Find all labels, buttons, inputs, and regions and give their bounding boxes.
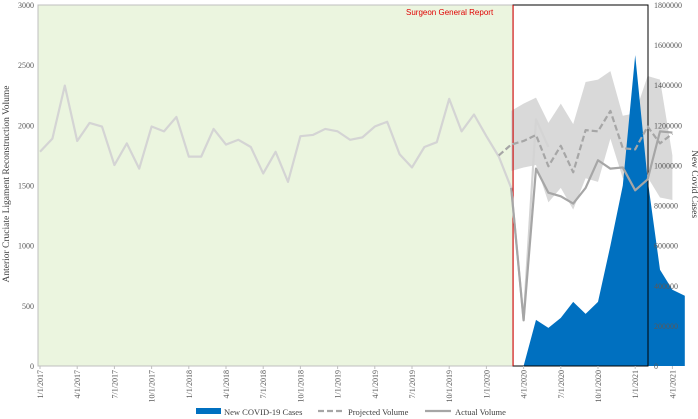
left-tick-label: 0	[30, 362, 34, 371]
left-axis-title: Anterior Cruciate Ligament Reconstructio…	[2, 86, 12, 283]
legend-label-covid-cases: New COVID-19 Cases	[224, 407, 302, 417]
left-tick-label: 1000	[18, 242, 34, 251]
plot-frame	[37, 4, 649, 367]
left-axis-ticks: 0 500 1000 1500 2000 2500 3000	[18, 1, 34, 371]
x-axis-ticks: 1/1/2017 4/1/2017 7/1/2017 10/1/2017 1/1/201…	[36, 366, 677, 402]
surgeon-general-report-annotation: Surgeon General Report	[406, 8, 494, 17]
x-tick-label: 10/1/2017	[148, 370, 157, 402]
x-tick-label: 4/1/2017	[73, 370, 82, 398]
x-tick-label: 4/1/2021	[668, 370, 677, 398]
x-tick-label: 7/1/2018	[259, 370, 268, 398]
left-tick-label: 1500	[18, 182, 34, 191]
legend-label-projected-volume: Projected Volume	[348, 407, 409, 417]
actual-volume-line-0	[39, 84, 550, 322]
pre-report-shading	[38, 5, 514, 366]
right-tick-label: 600000	[654, 242, 678, 251]
x-tick-label: 4/1/2020	[520, 370, 529, 398]
pre-report-period-shading	[38, 5, 514, 366]
x-tick-label: 4/1/2018	[222, 370, 231, 398]
x-tick-label: 7/1/2019	[408, 370, 417, 398]
x-tick-label: 1/1/2018	[185, 370, 194, 398]
legend-swatch-covid-cases	[196, 408, 221, 414]
x-tick-label: 10/1/2020	[594, 370, 603, 402]
x-tick-label: 10/1/2018	[296, 370, 305, 402]
right-axis-ticks: 0 200000 400000 600000 800000 1000000 1200000 1…	[654, 1, 682, 371]
legend-label-actual-volume: Actual Volume	[455, 407, 506, 417]
covid-cases-area	[511, 55, 685, 367]
legend: New COVID-19 Cases Projected Volume Actu…	[196, 407, 506, 417]
right-tick-label: 200000	[654, 322, 678, 331]
x-tick-label: 1/1/2021	[631, 370, 640, 398]
volume-lines-layer	[39, 84, 674, 322]
left-tick-label: 500	[22, 302, 34, 311]
x-tick-label: 10/1/2019	[445, 370, 454, 402]
right-tick-label: 1000000	[654, 161, 682, 170]
right-tick-label: 1800000	[654, 1, 682, 10]
covid-cases-area-layer	[511, 55, 685, 367]
x-tick-label: 4/1/2019	[371, 370, 380, 398]
right-tick-label: 1200000	[654, 121, 682, 130]
x-tick-label: 7/1/2017	[110, 370, 119, 398]
right-tick-label: 0	[654, 362, 658, 371]
left-tick-label: 2000	[18, 121, 34, 130]
projected-volume-line-2	[498, 109, 674, 174]
left-tick-label: 2500	[18, 61, 34, 70]
x-tick-label: 1/1/2020	[482, 370, 491, 398]
left-tick-label: 3000	[18, 1, 34, 10]
x-tick-label: 1/1/2017	[36, 370, 45, 398]
right-tick-label: 400000	[654, 282, 678, 291]
right-tick-label: 800000	[654, 202, 678, 211]
right-tick-label: 1400000	[654, 81, 682, 90]
actual-volume-line-1	[510, 130, 673, 322]
x-tick-label: 1/1/2019	[334, 370, 343, 398]
x-tick-label: 7/1/2020	[557, 370, 566, 398]
right-tick-label: 1600000	[654, 41, 682, 50]
right-axis-title: New Covid Cases	[689, 150, 698, 218]
